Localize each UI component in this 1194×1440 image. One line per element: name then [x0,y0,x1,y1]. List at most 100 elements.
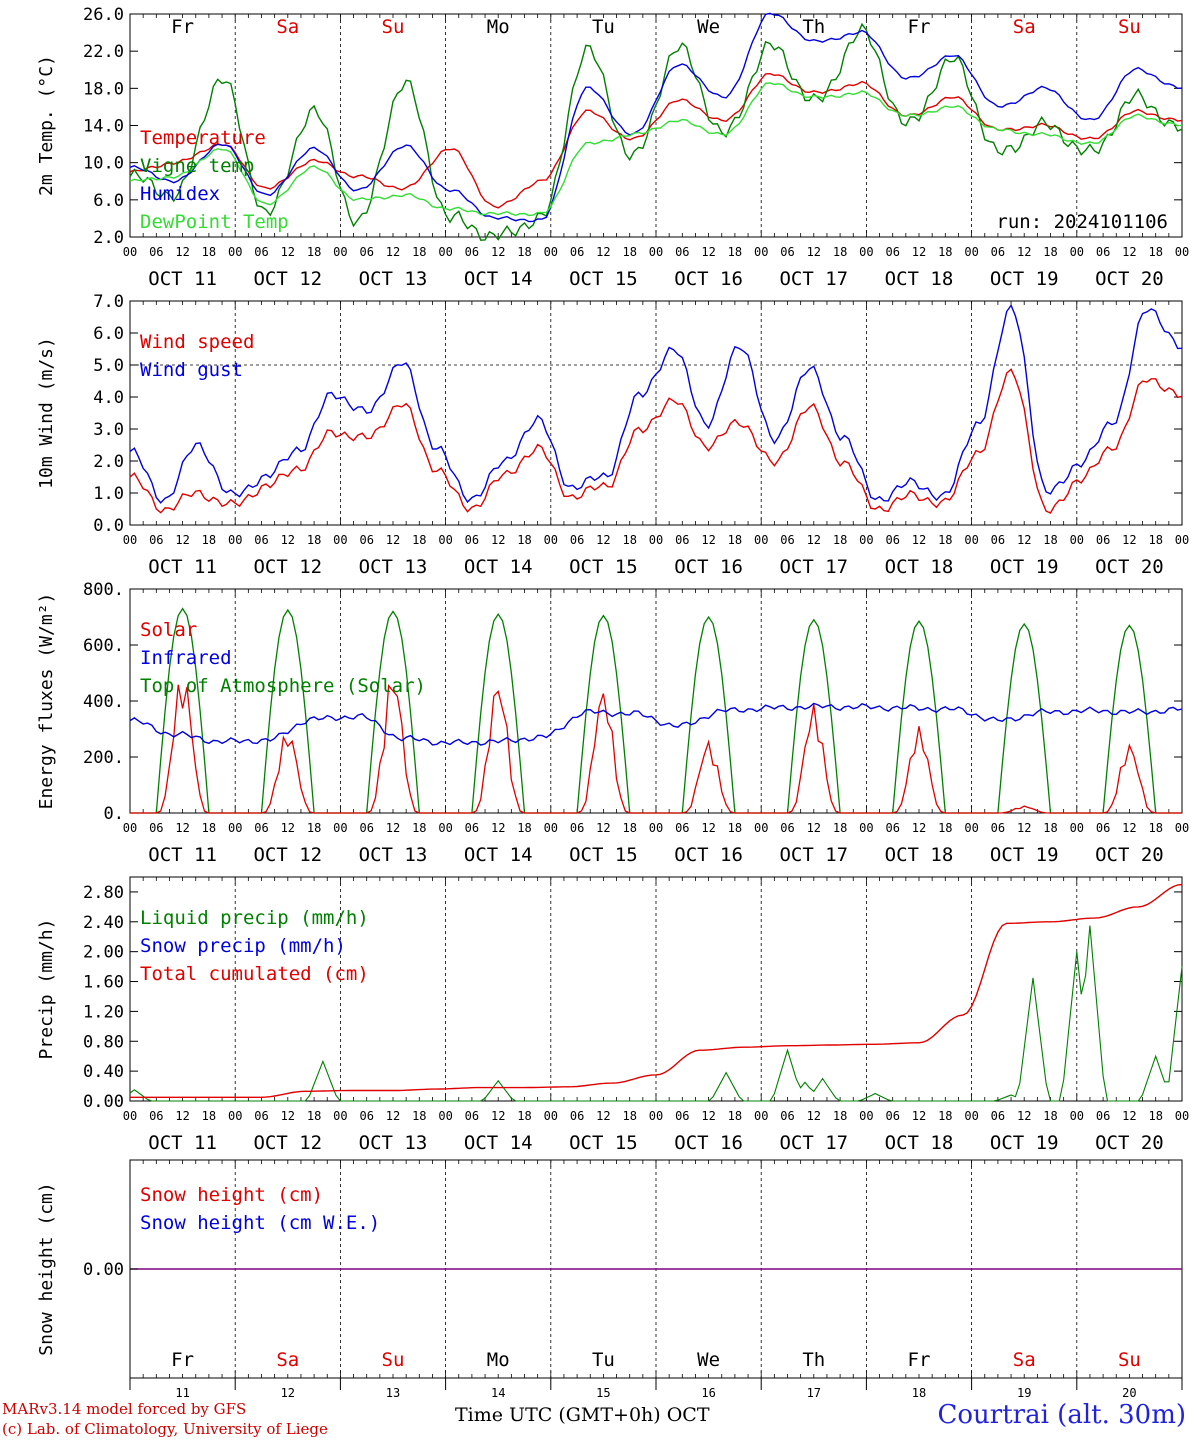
date-label: OCT 20 [1095,844,1164,866]
date-label: OCT 20 [1095,556,1164,578]
date-label: OCT 19 [990,268,1059,290]
temp-series-line [129,12,1183,223]
weekday-label: Sa [1013,16,1036,38]
hour-tick-label: 00 [754,821,768,835]
hour-tick-label: 06 [570,821,584,835]
hour-tick-label: 18 [938,533,952,547]
hour-tick-label: 06 [885,1109,899,1123]
hour-tick-label: 12 [701,245,715,259]
legend-entry: Top of Atmosphere (Solar) [140,675,426,697]
hour-tick-label: 06 [359,821,373,835]
hour-tick-label: 06 [149,821,163,835]
weekday-label: Sa [276,16,299,38]
hour-tick-label: 12 [281,533,295,547]
hour-tick-label: 18 [622,821,636,835]
hour-tick-label: 18 [728,821,742,835]
hour-tick-label: 18 [938,245,952,259]
hour-tick-label: 00 [544,533,558,547]
y-tick-label: 2.00 [83,943,124,963]
y-tick-label: 1.60 [83,973,124,993]
day-number-label: 16 [701,1386,715,1400]
weekday-label: Su [382,16,405,38]
hour-tick-label: 12 [1017,533,1031,547]
hour-tick-label: 06 [780,245,794,259]
legend-entry: Temperature [140,127,266,149]
hour-tick-label: 12 [807,245,821,259]
hour-tick-label: 06 [1096,821,1110,835]
hour-tick-label: 06 [570,245,584,259]
hour-tick-label: 18 [833,1109,847,1123]
y-tick-label: 2.80 [83,883,124,903]
hour-tick-label: 12 [807,533,821,547]
hour-tick-label: 00 [649,245,663,259]
date-label: OCT 12 [253,1132,322,1154]
date-label: OCT 20 [1095,268,1164,290]
hour-tick-label: 06 [359,533,373,547]
hour-tick-label: 12 [386,821,400,835]
hour-tick-label: 18 [833,245,847,259]
date-label: OCT 14 [464,1132,533,1154]
hour-tick-label: 18 [622,245,636,259]
hour-tick-label: 12 [1017,245,1031,259]
date-label: OCT 18 [885,844,954,866]
y-tick-label: 10.0 [83,154,124,174]
hour-tick-label: 06 [991,1109,1005,1123]
hour-tick-label: 18 [412,245,426,259]
hour-tick-label: 06 [780,821,794,835]
hour-tick-label: 00 [964,1109,978,1123]
hour-tick-label: 18 [833,533,847,547]
hour-tick-label: 00 [333,533,347,547]
hour-tick-label: 00 [544,821,558,835]
hour-tick-label: 06 [149,533,163,547]
weekday-label: Fr [908,1349,931,1371]
date-label: OCT 15 [569,1132,638,1154]
hour-tick-label: 18 [1148,245,1162,259]
hour-tick-label: 12 [701,821,715,835]
hour-tick-label: 12 [701,1109,715,1123]
hour-tick-label: 00 [754,533,768,547]
hour-tick-label: 06 [254,821,268,835]
y-axis-label: Precip (mm/h) [36,919,57,1060]
y-tick-label: 4.0 [93,388,124,408]
hour-tick-label: 06 [1096,1109,1110,1123]
y-tick-label: 3.0 [93,420,124,440]
hour-tick-label: 18 [517,245,531,259]
hour-tick-label: 00 [123,245,137,259]
hour-tick-label: 18 [517,533,531,547]
hour-tick-label: 00 [333,245,347,259]
date-label: OCT 14 [464,844,533,866]
station-name: Courtrai (alt. 30m) [937,1400,1187,1430]
run-label: run: 2024101106 [996,211,1168,233]
hour-tick-label: 12 [1122,821,1136,835]
legend-entry: Snow precip (mm/h) [140,935,346,957]
legend-entry: Wind speed [140,331,254,353]
hour-tick-label: 12 [281,821,295,835]
hour-tick-label: 06 [359,1109,373,1123]
weekday-label: We [697,16,720,38]
y-tick-label: 14.0 [83,117,124,137]
liquid-precip-line [129,925,1183,1102]
hour-tick-label: 18 [307,533,321,547]
hour-tick-label: 12 [491,1109,505,1123]
hour-tick-label: 12 [386,245,400,259]
hour-tick-label: 18 [938,1109,952,1123]
hour-tick-label: 12 [175,821,189,835]
hour-tick-label: 00 [438,245,452,259]
hour-tick-label: 18 [202,245,216,259]
y-tick-label: 2.0 [93,228,124,248]
hour-tick-label: 00 [859,245,873,259]
hour-tick-label: 12 [912,1109,926,1123]
hour-tick-label: 12 [175,533,189,547]
hour-tick-label: 12 [491,533,505,547]
hour-tick-label: 00 [1070,533,1084,547]
y-tick-label: 0.40 [83,1062,124,1082]
hour-tick-label: 00 [228,245,242,259]
legend-entry: Total cumulated (cm) [140,963,369,985]
hour-tick-label: 00 [1070,821,1084,835]
hour-tick-label: 12 [281,245,295,259]
hour-tick-label: 18 [202,533,216,547]
hour-tick-label: 06 [675,533,689,547]
hour-tick-label: 12 [701,533,715,547]
hour-tick-label: 12 [1122,245,1136,259]
